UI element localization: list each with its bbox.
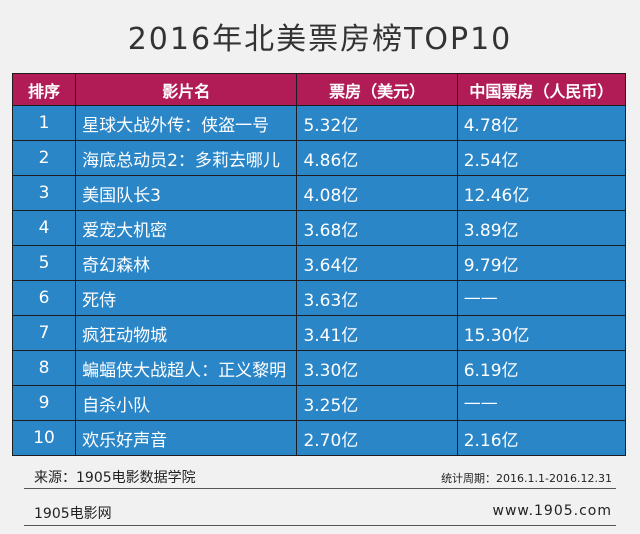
china-box-office-cell: 3.89亿 bbox=[456, 210, 627, 246]
na-box-office-cell: 2.70亿 bbox=[296, 420, 458, 456]
china-box-office-cell: —— bbox=[456, 385, 627, 421]
brand-name: 1905电影网 bbox=[34, 506, 112, 522]
rank-cell: 4 bbox=[11, 210, 77, 246]
rank-cell: 2 bbox=[11, 140, 77, 176]
film-cell: 星球大战外传：侠盗一号 bbox=[75, 105, 298, 141]
na-box-office-cell: 4.08亿 bbox=[296, 175, 458, 211]
na-box-office-cell: 5.32亿 bbox=[296, 105, 458, 141]
rank-cell: 10 bbox=[11, 420, 77, 456]
period-text: 统计周期：2016.1.1-2016.12.31 bbox=[441, 472, 612, 485]
rank-cell: 1 bbox=[11, 105, 77, 141]
na-box-office-cell: 3.41亿 bbox=[296, 315, 458, 351]
header-rank: 排序 bbox=[11, 73, 77, 106]
rank-cell: 3 bbox=[11, 175, 77, 211]
brand-footer: 1905电影网 www.1905.com bbox=[24, 497, 616, 526]
box-office-table: 排序 影片名 票房（美元） 中国票房（人民币） 1 星球大战外传：侠盗一号 5.… bbox=[11, 73, 627, 456]
film-cell: 死侍 bbox=[75, 280, 298, 316]
table-header-row: 排序 影片名 票房（美元） 中国票房（人民币） bbox=[11, 73, 627, 106]
table-row: 5 奇幻森林 3.64亿 9.79亿 bbox=[11, 245, 627, 281]
film-cell: 疯狂动物城 bbox=[75, 315, 298, 351]
table-row: 3 美国队长3 4.08亿 12.46亿 bbox=[11, 175, 627, 211]
china-box-office-cell: 4.78亿 bbox=[456, 105, 627, 141]
header-china-box-office: 中国票房（人民币） bbox=[456, 73, 627, 106]
na-box-office-cell: 3.64亿 bbox=[296, 245, 458, 281]
china-box-office-cell: 15.30亿 bbox=[456, 315, 627, 351]
china-box-office-cell: 9.79亿 bbox=[456, 245, 627, 281]
table-row: 6 死侍 3.63亿 —— bbox=[11, 280, 627, 316]
rank-cell: 7 bbox=[11, 315, 77, 351]
table-row: 8 蝙蝠侠大战超人：正义黎明 3.30亿 6.19亿 bbox=[11, 350, 627, 386]
china-box-office-cell: 2.54亿 bbox=[456, 140, 627, 176]
source-footer: 来源：1905电影数据学院 统计周期：2016.1.1-2016.12.31 bbox=[24, 458, 616, 489]
table-row: 1 星球大战外传：侠盗一号 5.32亿 4.78亿 bbox=[11, 105, 627, 141]
china-box-office-cell: 6.19亿 bbox=[456, 350, 627, 386]
rank-cell: 8 bbox=[11, 350, 77, 386]
na-box-office-cell: 4.86亿 bbox=[296, 140, 458, 176]
film-cell: 欢乐好声音 bbox=[75, 420, 298, 456]
china-box-office-cell: 2.16亿 bbox=[456, 420, 627, 456]
site-url: www.1905.com bbox=[492, 503, 612, 519]
film-cell: 爱宠大机密 bbox=[75, 210, 298, 246]
rank-cell: 6 bbox=[11, 280, 77, 316]
na-box-office-cell: 3.25亿 bbox=[296, 385, 458, 421]
table-row: 4 爱宠大机密 3.68亿 3.89亿 bbox=[11, 210, 627, 246]
table-row: 7 疯狂动物城 3.41亿 15.30亿 bbox=[11, 315, 627, 351]
header-film: 影片名 bbox=[75, 73, 298, 106]
table-row: 10 欢乐好声音 2.70亿 2.16亿 bbox=[11, 420, 627, 456]
china-box-office-cell: 12.46亿 bbox=[456, 175, 627, 211]
source-text: 来源：1905电影数据学院 bbox=[34, 470, 196, 486]
header-na-box-office: 票房（美元） bbox=[296, 73, 458, 106]
film-cell: 奇幻森林 bbox=[75, 245, 298, 281]
table-row: 9 自杀小队 3.25亿 —— bbox=[11, 385, 627, 421]
page-title: 2016年北美票房榜TOP10 bbox=[127, 22, 513, 57]
table-row: 2 海底总动员2：多莉去哪儿 4.86亿 2.54亿 bbox=[11, 140, 627, 176]
na-box-office-cell: 3.63亿 bbox=[296, 280, 458, 316]
rank-cell: 9 bbox=[11, 385, 77, 421]
film-cell: 美国队长3 bbox=[75, 175, 298, 211]
china-box-office-cell: —— bbox=[456, 280, 627, 316]
film-cell: 蝙蝠侠大战超人：正义黎明 bbox=[75, 350, 298, 386]
film-cell: 海底总动员2：多莉去哪儿 bbox=[75, 140, 298, 176]
na-box-office-cell: 3.68亿 bbox=[296, 210, 458, 246]
na-box-office-cell: 3.30亿 bbox=[296, 350, 458, 386]
film-cell: 自杀小队 bbox=[75, 385, 298, 421]
rank-cell: 5 bbox=[11, 245, 77, 281]
